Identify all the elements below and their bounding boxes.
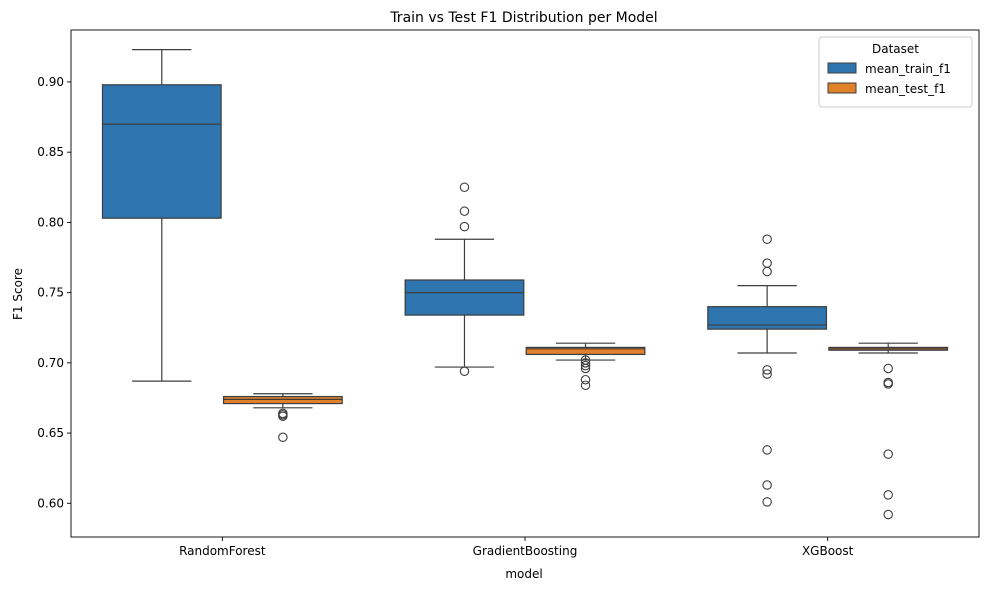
x-axis-label: model	[505, 567, 542, 581]
outlier-point	[459, 182, 470, 193]
outlier-point	[762, 369, 772, 379]
outlier-point	[883, 377, 893, 388]
x-tick-label: GradientBoosting	[473, 544, 578, 558]
outlier-point	[278, 408, 288, 419]
outlier-point	[580, 374, 591, 385]
outlier-point	[762, 480, 772, 490]
y-axis-label: F1 Score	[11, 268, 25, 320]
outlier-point	[459, 206, 470, 216]
outlier-point	[278, 432, 288, 443]
legend-swatch-mean_test_f1	[827, 82, 857, 94]
box-mean_train_f1-RandomForest	[101, 49, 222, 382]
legend-label-mean_test_f1: mean_test_f1	[865, 82, 946, 96]
y-tick-label: 0.90	[37, 75, 64, 89]
box-mean_test_f1-XGBoost	[828, 342, 949, 520]
y-tick-label: 0.75	[37, 286, 64, 300]
y-tick-label: 0.65	[37, 426, 64, 440]
outlier-point	[762, 365, 772, 375]
box-mean_train_f1-XGBoost	[707, 234, 828, 507]
legend-label-mean_train_f1: mean_train_f1	[865, 62, 951, 76]
plot-area: 0.60 0.65 0.70 0.75 0.80 0.85 0.90 RandomForest…	[37, 29, 980, 558]
outlier-point	[580, 358, 591, 368]
outlier-point	[459, 221, 470, 232]
outlier-point	[883, 449, 893, 459]
box-iqr	[404, 279, 525, 316]
box-mean_test_f1-RandomForest	[222, 393, 343, 443]
box-mean_test_f1-GradientBoosting	[525, 342, 646, 391]
outlier-point	[883, 509, 893, 520]
legend-box	[818, 36, 973, 108]
outlier-point	[883, 490, 893, 500]
box-mean_train_f1-GradientBoosting	[404, 182, 525, 377]
outlier-point	[580, 355, 591, 365]
outlier-point	[580, 380, 591, 391]
outlier-point	[459, 366, 470, 377]
outlier-point	[762, 266, 772, 277]
outlier-point	[762, 445, 772, 455]
box-iqr	[222, 395, 343, 405]
outlier-point	[762, 258, 772, 268]
chart-title: Train vs Test F1 Distribution per Model	[389, 10, 657, 26]
outlier-point	[762, 497, 772, 507]
legend: Dataset mean_train_f1 mean_test_f1	[818, 36, 973, 108]
legend-swatch-mean_train_f1	[827, 62, 857, 74]
x-tick-label: RandomForest	[179, 544, 266, 558]
outlier-point	[580, 360, 591, 371]
box-iqr	[707, 306, 828, 330]
x-tick-label: XGBoost	[802, 544, 854, 558]
box-iqr	[525, 346, 646, 356]
y-tick-label: 0.80	[37, 215, 64, 229]
y-tick-label: 0.70	[37, 356, 64, 370]
outlier-point	[883, 363, 893, 374]
outlier-point	[762, 234, 772, 245]
y-tick-label: 0.60	[37, 496, 64, 510]
legend-title: Dataset	[872, 42, 919, 56]
box-iqr	[101, 84, 222, 219]
y-tick-label: 0.85	[37, 145, 64, 159]
